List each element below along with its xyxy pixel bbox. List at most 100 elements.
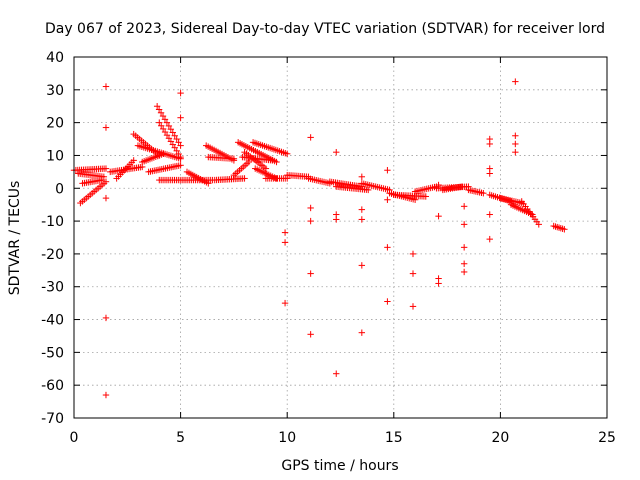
data-point [173,135,180,143]
y-tick-label: 30 [46,83,64,99]
data-point [175,139,182,146]
data-point [165,122,173,130]
data-point [358,216,366,223]
data-point [358,262,366,269]
data-point [98,176,105,184]
y-tick-label: -70 [41,411,64,427]
data-point [460,268,468,276]
data-point [307,331,314,338]
data-point [486,140,493,148]
y-tick-label: -30 [41,280,64,296]
y-tick-label: -50 [41,345,64,361]
data-point [281,239,289,246]
data-point [333,148,340,156]
data-point [358,206,366,213]
data-point [161,116,169,123]
data-points [70,78,568,399]
data-point [177,162,184,169]
y-tick-label: -10 [41,214,64,230]
data-point [177,114,184,121]
data-point [512,148,519,156]
data-point [358,173,366,180]
data-point [422,193,429,200]
y-tick-label: 10 [46,148,64,164]
data-point [411,196,419,203]
data-point [333,216,340,223]
data-point [153,103,161,110]
data-point [269,157,276,164]
x-tick-label: 25 [598,430,616,446]
x-tick-label: 15 [385,430,403,446]
x-tick-label: 5 [176,430,185,446]
data-point [486,170,493,177]
data-point [435,280,442,287]
data-point [230,155,238,162]
x-axis-label: GPS time / hours [281,458,398,474]
data-point [535,221,542,228]
data-point [480,189,487,197]
data-point [409,303,417,310]
data-point [177,89,184,97]
y-tick-label: 0 [55,181,64,197]
y-tick-labels: -70 -60 -50 -40 -30 -20 -10 0 10 20 30 40 [41,50,64,427]
data-point [512,78,519,85]
chart-title: Day 067 of 2023, Sidereal Day-to-day VTE… [45,21,605,37]
data-point [100,173,108,180]
data-point [384,244,391,251]
data-point [102,165,110,172]
y-tick-label: -20 [41,247,64,263]
data-point [177,142,184,149]
data-point [307,217,314,225]
data-point [458,183,466,190]
data-point [307,204,314,212]
data-point [262,165,270,172]
data-point [460,221,468,228]
axis-ticks [73,56,608,419]
data-point [409,270,417,277]
data-point [486,235,493,243]
data-point [384,167,391,174]
data-point [102,314,110,322]
data-point [512,140,519,148]
data-point [281,229,289,236]
data-point [460,260,468,267]
data-point [358,329,366,336]
data-point [284,150,291,158]
data-point [160,150,167,158]
y-tick-label: 20 [46,116,64,132]
data-point [460,244,468,251]
data-point [273,158,280,166]
data-point [561,226,568,233]
data-point [486,211,493,218]
data-point [245,158,253,166]
data-point [205,180,212,187]
y-tick-label: -40 [41,313,64,329]
y-tick-label: 40 [46,50,64,66]
data-point [163,119,171,126]
plot-frame [73,56,608,419]
data-point [177,153,184,161]
data-point [512,132,519,139]
data-point [169,129,176,136]
data-point [171,132,178,139]
data-point [102,194,110,202]
data-point [435,212,442,220]
data-point [409,250,417,258]
y-tick-label: -60 [41,378,64,394]
x-tick-label: 20 [491,430,509,446]
x-tick-label: 10 [278,430,296,446]
x-tick-label: 0 [70,430,79,446]
data-point [435,181,442,189]
data-point [307,134,314,141]
x-tick-labels: 0 5 10 15 20 25 [70,430,616,446]
data-point [102,83,110,90]
data-point [281,299,289,307]
data-point [102,178,110,185]
grid [74,57,607,418]
data-point [159,112,167,120]
y-axis-label: SDTVAR / TECUs [7,181,23,296]
data-point [155,106,163,113]
data-point [460,203,468,210]
data-point [167,126,175,133]
data-point [241,175,248,182]
